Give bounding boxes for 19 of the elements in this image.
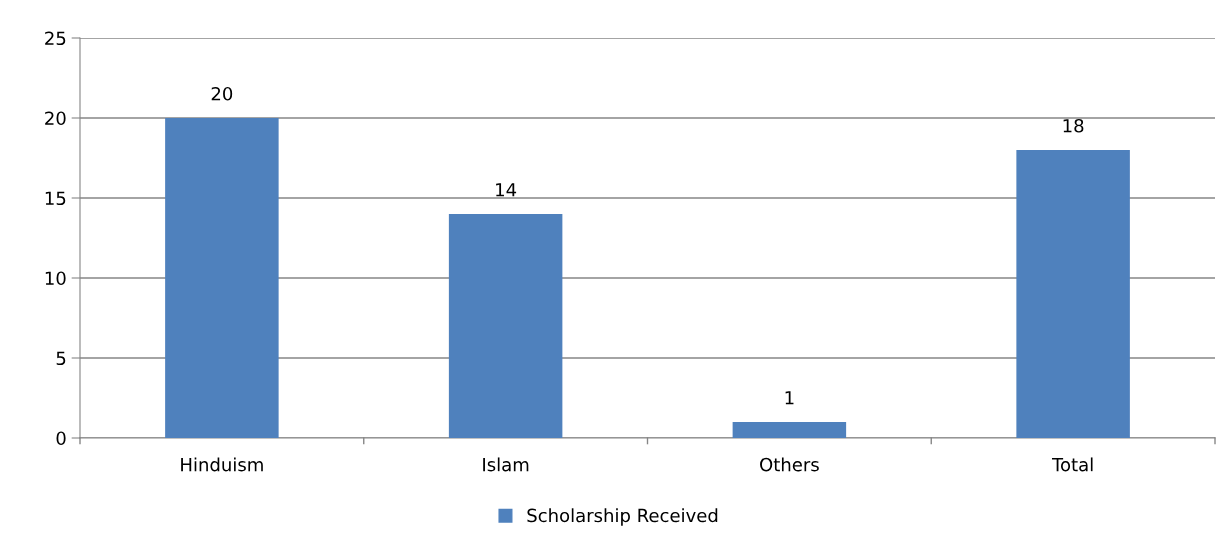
bar xyxy=(165,118,279,438)
x-tick-label: Islam xyxy=(483,457,529,472)
bar xyxy=(1016,150,1130,438)
legend-label: Scholarship Received xyxy=(527,508,718,526)
data-label: 14 xyxy=(496,183,517,197)
data-label: 20 xyxy=(211,86,233,101)
x-tick-label: Others xyxy=(760,457,819,472)
x-tick-label: Total xyxy=(1051,457,1093,472)
x-tick-label: Hinduism xyxy=(181,457,263,472)
data-label: 18 xyxy=(1063,118,1084,133)
y-tick-label: 10 xyxy=(45,271,66,286)
y-tick-label: 0 xyxy=(56,431,66,446)
y-tick-label: 25 xyxy=(45,31,66,46)
y-tick-label: 20 xyxy=(45,111,66,126)
bar xyxy=(448,214,563,438)
y-tick-label: 5 xyxy=(56,351,66,366)
bar xyxy=(732,422,847,438)
y-tick-label: 15 xyxy=(45,191,66,206)
data-label: 1 xyxy=(785,391,794,405)
